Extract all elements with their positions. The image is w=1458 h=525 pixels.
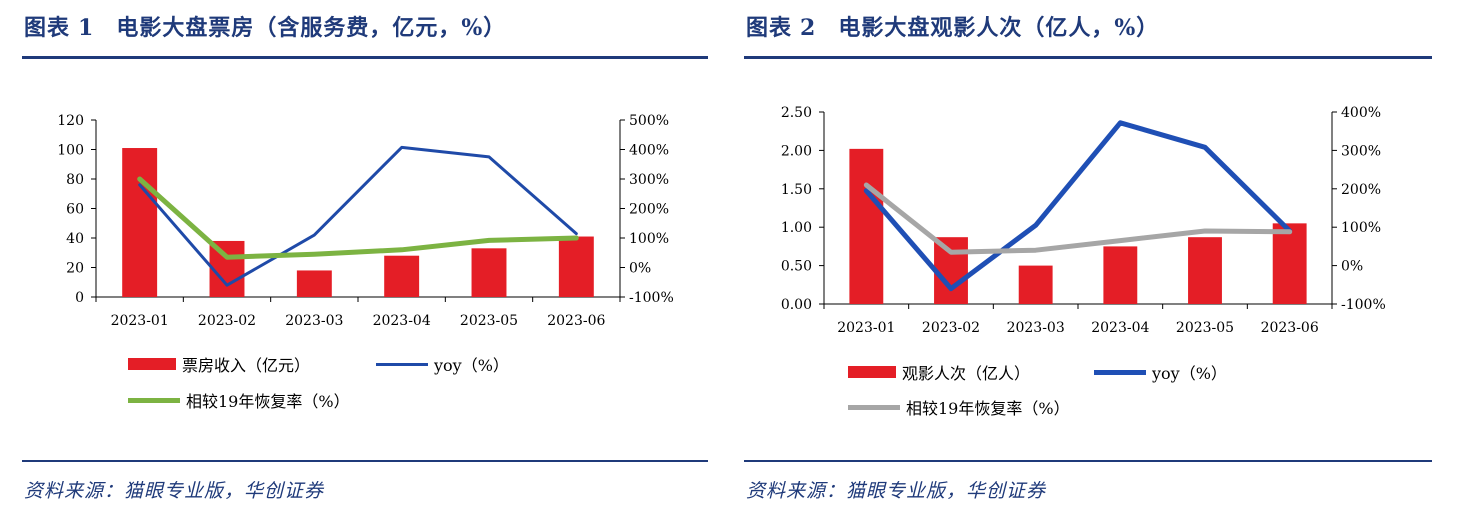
legend-yoy-label: yoy（%） [434,356,509,375]
left-tick-label: 0.00 [781,297,812,313]
figure-title-text: 电影大盘票房（含服务费，亿元，%） [116,15,507,41]
legend-bar-swatch [128,358,176,370]
legend-bar-label: 票房收入（亿元） [182,356,311,375]
legend-bar-label: 观影人次（亿人） [902,364,1031,383]
right-tick-label: 200% [1341,182,1381,198]
x-tick-label: 2023-03 [1007,320,1065,336]
left-tick-label: 40 [66,231,84,247]
source-divider [22,460,708,462]
x-tick-label: 2023-06 [547,313,605,329]
yoy-line [863,120,1293,292]
right-tick-label: -100% [629,290,674,306]
yoy-line [138,145,578,287]
right-tick-label: 0% [1341,259,1363,275]
left-tick-label: 2.50 [781,105,812,121]
left-tick-label: 1.50 [781,182,812,198]
bar [934,237,968,304]
source-note: 资料来源：猫眼专业版，华创证券 [746,480,1047,502]
x-tick-label: 2023-05 [1176,320,1234,336]
source-divider [744,460,1432,462]
legend-yoy-label: yoy（%） [1152,364,1227,383]
x-tick-label: 2023-01 [111,313,169,329]
legend-yoy: yoy（%） [1094,360,1227,384]
source-note: 资料来源：猫眼专业版，华创证券 [24,480,325,502]
bar [122,148,158,297]
left-tick-label: 60 [66,202,84,218]
x-tick-label: 2023-02 [922,320,980,336]
figure-title-text: 电影大盘观影人次（亿人，%） [838,15,1160,41]
bar [1188,237,1222,304]
legend-bar: 观影人次（亿人） [848,360,1030,384]
left-tick-label: 80 [66,172,84,188]
x-tick-label: 2023-03 [285,313,343,329]
bar [558,236,594,297]
legend-bar-swatch [848,366,896,378]
recovery-line [137,176,579,260]
legend-recovery-label: 相较19年恢复率（%） [906,399,1070,418]
right-tick-label: 400% [1341,105,1381,121]
legend-yoy-swatch [1094,369,1146,375]
x-tick-label: 2023-05 [460,313,518,329]
left-tick-label: 0.50 [781,259,812,275]
title-divider [22,56,708,59]
bar [1103,246,1138,304]
x-tick-label: 2023-02 [198,313,256,329]
legend-recovery-label: 相较19年恢复率（%） [186,392,350,411]
figure-panel-1: 图表 1 电影大盘票房（含服务费，亿元，%） 0 20 40 60 80 100 120 -100… [22,0,708,525]
bar [849,148,884,304]
right-tick-label: 100% [629,231,669,247]
recovery-line [863,182,1293,255]
bar [1018,265,1053,304]
bar [1272,223,1307,304]
chart-box-office: 0 20 40 60 80 100 120 -100% 0% 100% 200% 300% 400% 50… [57,113,674,329]
bar [209,240,245,297]
bar [384,255,420,297]
bar [296,270,332,297]
legend-bar: 票房收入（亿元） [128,352,310,376]
x-tick-label: 2023-04 [1091,320,1149,336]
legend-recovery: 相较19年恢复率（%） [128,388,350,412]
x-tick-label: 2023-06 [1261,320,1319,336]
x-tick-label: 2023-04 [373,313,431,329]
left-tick-label: 120 [57,113,84,129]
legend-recovery-swatch [848,404,900,410]
right-tick-label: 300% [629,172,669,188]
figure-title: 图表 1 电影大盘票房（含服务费，亿元，%） [24,10,506,42]
left-tick-label: 1.00 [781,220,812,236]
left-tick-label: 2.00 [781,143,812,159]
right-tick-label: 300% [1341,143,1381,159]
left-tick-label: 100 [57,143,84,159]
figure-panel-2: 图表 2 电影大盘观影人次（亿人，%） 0.00 0.50 1.00 1.50 2.00 2.… [744,0,1432,525]
left-tick-label: 0 [75,290,84,306]
legend-recovery: 相较19年恢复率（%） [848,395,1070,419]
legend-yoy: yoy（%） [376,352,509,376]
title-divider [744,56,1432,59]
right-tick-label: -100% [1341,297,1386,313]
figure-title-number: 1 [78,15,95,41]
x-tick-label: 2023-01 [837,320,895,336]
chart-admissions: 0.00 0.50 1.00 1.50 2.00 2.50 -100% 0% 100% 200% 3… [781,105,1386,336]
figure-title: 图表 2 电影大盘观影人次（亿人，%） [746,10,1159,42]
legend-yoy-swatch [376,362,428,366]
bar [471,248,507,297]
figure-title-prefix: 图表 [24,15,71,41]
legend-recovery-swatch [128,397,180,403]
right-tick-label: 100% [1341,220,1381,236]
figure-title-prefix: 图表 [746,15,793,41]
figure-title-number: 2 [800,15,817,41]
right-tick-label: 200% [629,202,669,218]
right-tick-label: 0% [629,261,651,277]
left-tick-label: 20 [66,261,84,277]
right-tick-label: 400% [629,143,669,159]
right-tick-label: 500% [629,113,669,129]
